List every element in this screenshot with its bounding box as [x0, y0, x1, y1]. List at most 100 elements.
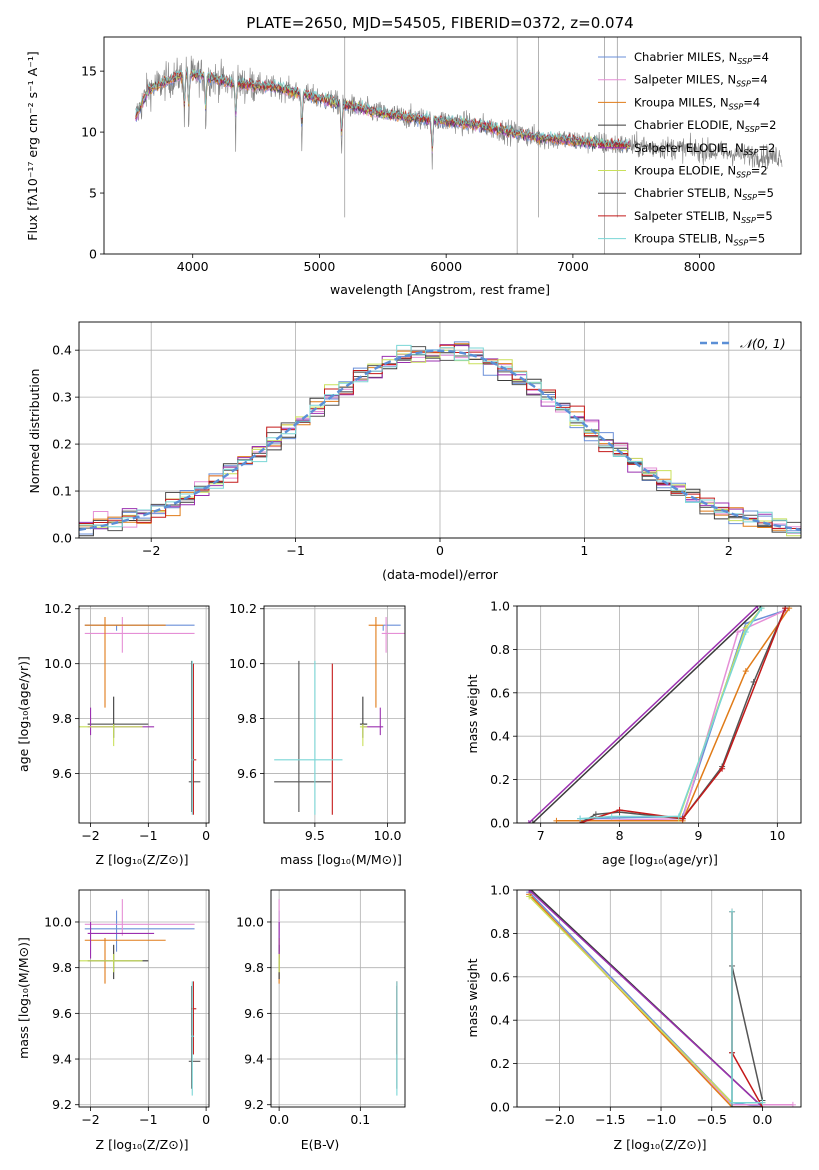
mass-vs-ebv-xtick-label: 0.1	[350, 1112, 370, 1127]
mw-vs-age-ytick-label: 0.0	[490, 816, 510, 831]
mw-vs-age-xtick-label: 7	[537, 828, 545, 843]
mass-vs-ebv-xtick-label: 0.0	[269, 1112, 289, 1127]
residual-xtick-label: −1	[286, 543, 304, 558]
mw-vs-z-xtick-label: −1.0	[646, 1112, 676, 1127]
age-vs-metallicity-panel: −2 −1 0 9.6 9.8 10.0 10.2 Z [log₁₀(Z/Z⊙)] age …	[16, 601, 210, 867]
mw-vs-z-y-label: mass weight	[465, 958, 480, 1037]
line-kroupa-miles	[556, 607, 790, 822]
residual-xtick-label: 1	[580, 543, 588, 558]
line-chabrier-elodie	[532, 606, 763, 823]
mass-vs-ebv-plot-area	[278, 899, 398, 1096]
age-vs-z-y-label: age [log₁₀(age/yr)]	[16, 656, 31, 772]
spectrum-ytick-label: 15	[81, 64, 97, 79]
mass-vs-z-frame	[78, 889, 210, 1108]
age-vs-mass-ytick-label: 9.6	[237, 766, 257, 781]
residual-plot-area	[79, 341, 801, 537]
mw-vs-age-ytick-label: 0.6	[490, 685, 510, 700]
residual-ytick-label: 0.4	[52, 343, 72, 358]
mw-vs-z-ytick-label: 0.0	[490, 1100, 510, 1115]
histogram-kroupa-elodie	[79, 349, 801, 537]
mass-vs-z-y-label: mass [log₁₀(M/M⊙)]	[16, 937, 31, 1059]
spectrum-xtick-label: 8000	[684, 259, 716, 274]
age-vs-z-x-label: Z [log₁₀(Z/Z⊙)]	[96, 852, 189, 867]
mass-vs-z-plot-area	[79, 899, 201, 1096]
model-fit-kroupa-stelib	[135, 68, 631, 147]
spectrum-ytick-label: 0	[89, 247, 97, 262]
age-vs-z-ytick-label: 10.0	[44, 656, 72, 671]
age-vs-mass-xtick-label: 9.5	[305, 828, 325, 843]
age-vs-mass-ytick-label: 10.2	[229, 601, 257, 616]
line-salpeter-miles	[580, 609, 786, 822]
legend-label-salpeter-miles: Salpeter MILES, NSSP=4	[634, 73, 768, 89]
mass-weight-vs-metallicity-panel: −2.0 −1.5 −1.0 −0.5 0.0 0.0 0.2 0.4 0.6 0.8 1.0 Z …	[465, 883, 802, 1152]
mw-vs-z-ytick-label: 0.8	[490, 926, 510, 941]
legend-label-chabrier-miles: Chabrier MILES, NSSP=4	[634, 50, 769, 66]
residual-ytick-label: 0.1	[52, 484, 72, 499]
spectrum-xtick-label: 4000	[177, 259, 209, 274]
residual-xtick-label: −2	[142, 543, 160, 558]
age-vs-mass-plot-area	[274, 616, 405, 815]
mw-vs-z-xtick-label: 0.0	[753, 1112, 773, 1127]
mass-vs-z-ytick-label: 9.8	[52, 960, 72, 975]
mass-vs-z-ytick-label: 10.0	[44, 914, 72, 929]
residual-x-label: (data-model)/error	[382, 567, 499, 582]
age-vs-z-ytick-label: 9.6	[52, 766, 72, 781]
mw-vs-z-ytick-label: 0.6	[490, 969, 510, 984]
mw-vs-age-xtick-label: 9	[694, 828, 702, 843]
age-vs-mass-frame	[263, 605, 406, 824]
legend-label-chabrier-elodie: Chabrier ELODIE, NSSP=2	[634, 118, 776, 134]
mw-vs-z-x-label: Z [log₁₀(Z/Z⊙)]	[614, 1137, 707, 1152]
mw-vs-age-x-label: age [log₁₀(age/yr)]	[602, 852, 718, 867]
mw-vs-age-ytick-label: 1.0	[490, 599, 510, 614]
mass-vs-ebv-ytick-label: 9.2	[244, 1097, 264, 1112]
mw-vs-age-ytick-label: 0.2	[490, 772, 510, 787]
mass-vs-z-ytick-label: 9.2	[52, 1097, 72, 1112]
mw-vs-z-ytick-label: 0.4	[490, 1013, 510, 1028]
mw-vs-age-xtick-label: 8	[616, 828, 624, 843]
mass-vs-ebv-ytick-label: 9.4	[244, 1052, 264, 1067]
age-vs-mass-ytick-label: 10.0	[229, 656, 257, 671]
mw-vs-age-ytick-label: 0.4	[490, 729, 510, 744]
age-vs-z-xtick-label: 0	[202, 828, 210, 843]
residual-y-label: Normed distribution	[27, 369, 42, 494]
mass-vs-z-ytick-label: 9.6	[52, 1006, 72, 1021]
mw-vs-z-ytick-label: 1.0	[490, 883, 510, 898]
mass-vs-z-xtick-label: −1	[139, 1112, 157, 1127]
histogram-chabrier-stelib	[79, 346, 801, 532]
spectrum-y-label: Flux [fλ10⁻¹⁷ erg cm⁻² s⁻¹ A⁻¹]	[25, 51, 40, 240]
legend-label-kroupa-stelib: Kroupa STELIB, NSSP=5	[634, 232, 765, 248]
mw-vs-z-frame	[516, 889, 802, 1108]
mw-vs-age-y-label: mass weight	[465, 674, 480, 753]
mass-vs-ebv-ytick-label: 9.6	[244, 1006, 264, 1021]
spectrum-legend: Chabrier MILES, NSSP=4 Salpeter MILES, NS…	[598, 50, 776, 248]
age-vs-z-ytick-label: 10.2	[44, 601, 72, 616]
spectrum-ytick-label: 10	[81, 125, 97, 140]
mass-vs-ebv-x-label: E(B-V)	[301, 1137, 340, 1152]
spectrum-plot-area	[135, 37, 783, 254]
mass-vs-z-ytick-label: 9.4	[52, 1052, 72, 1067]
legend-label-kroupa-elodie: Kroupa ELODIE, NSSP=2	[634, 164, 768, 180]
residual-xtick-label: 0	[436, 543, 444, 558]
spectrum-panel: PLATE=2650, MJD=54505, FIBERID=0372, z=0…	[25, 14, 802, 297]
spectrum-xtick-label: 6000	[430, 259, 462, 274]
residual-ytick-label: 0.0	[52, 531, 72, 546]
residual-xtick-label: 2	[725, 543, 733, 558]
mw-vs-age-frame	[516, 605, 802, 824]
age-vs-z-frame	[78, 605, 210, 824]
mass-vs-ebv-ytick-label: 9.8	[244, 960, 264, 975]
residual-ytick-label: 0.3	[52, 390, 72, 405]
age-vs-z-plot-area	[79, 616, 201, 815]
mw-vs-z-xtick-label: −1.5	[595, 1112, 625, 1127]
legend-label-chabrier-stelib: Chabrier STELIB, NSSP=5	[634, 186, 774, 202]
mw-vs-z-xtick-label: −0.5	[697, 1112, 727, 1127]
spectrum-title: PLATE=2650, MJD=54505, FIBERID=0372, z=0…	[246, 14, 633, 32]
mass-vs-ebv-ytick-label: 10.0	[236, 914, 264, 929]
mw-vs-z-ytick-label: 0.2	[490, 1056, 510, 1071]
age-vs-mass-xtick-label: 10.0	[374, 828, 402, 843]
mass-vs-metallicity-panel: −2 −1 0 9.2 9.4 9.6 9.8 10.0 Z [log₁₀(Z/Z⊙)] ma…	[16, 889, 210, 1152]
mass-vs-z-x-label: Z [log₁₀(Z/Z⊙)]	[96, 1137, 189, 1152]
residual-frame	[78, 321, 802, 539]
mass-vs-ebv-frame	[270, 889, 406, 1108]
legend-label-kroupa-miles: Kroupa MILES, NSSP=4	[634, 95, 760, 111]
